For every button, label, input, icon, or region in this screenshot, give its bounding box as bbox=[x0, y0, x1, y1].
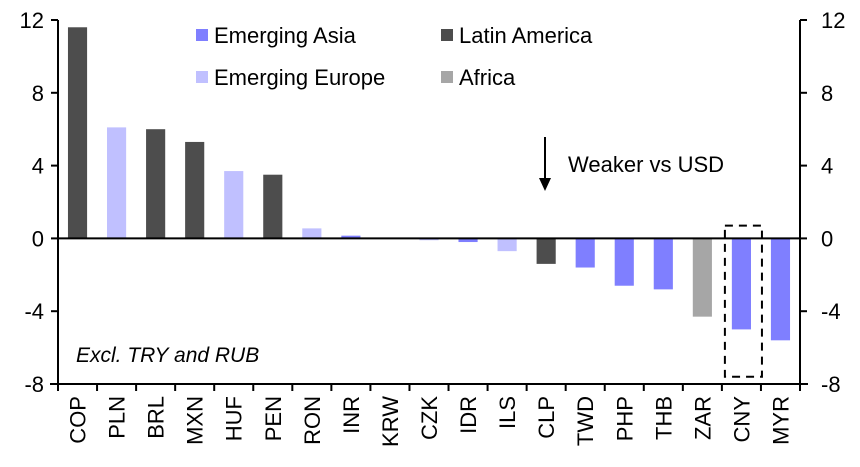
x-ticks: COP PLN BRL MXN HUF PEN RON INR KRW CZK IDR ILS CLP T… bbox=[57, 384, 801, 447]
weaker-vs-usd-annotation: Weaker vs USD bbox=[568, 152, 724, 177]
category-label-idr: IDR bbox=[456, 396, 481, 434]
bar-twd bbox=[575, 238, 595, 268]
bar-zar bbox=[692, 238, 712, 317]
legend-label: Emerging Asia bbox=[214, 23, 357, 48]
bar-myr bbox=[770, 238, 791, 341]
bars-group bbox=[67, 27, 791, 341]
legend-swatch-icon bbox=[196, 71, 208, 83]
category-label-pln: PLN bbox=[105, 396, 130, 439]
category-label-php: PHP bbox=[612, 396, 637, 441]
category-label-pen: PEN bbox=[261, 396, 286, 441]
legend-label: Emerging Europe bbox=[214, 65, 385, 90]
bar-pln bbox=[107, 127, 127, 239]
cny-highlight-box bbox=[723, 224, 763, 378]
y-ticks: 12 8 4 0 -4 -8 12 8 4 0 -4 -8 bbox=[20, 8, 846, 397]
bar-php bbox=[614, 238, 634, 286]
category-label-ron: RON bbox=[300, 396, 325, 445]
category-label-myr: MYR bbox=[768, 396, 793, 445]
legend-swatch-icon bbox=[196, 29, 208, 41]
category-label-mxn: MXN bbox=[183, 396, 208, 445]
category-label-zar: ZAR bbox=[690, 396, 715, 440]
left-ytick-label: 8 bbox=[32, 81, 44, 106]
bar-cny bbox=[731, 238, 751, 330]
legend-label: Latin America bbox=[459, 23, 593, 48]
right-ytick-label: -8 bbox=[821, 372, 841, 397]
category-label-czk: CZK bbox=[417, 396, 442, 440]
category-label-ils: ILS bbox=[495, 396, 520, 429]
category-label-cny: CNY bbox=[729, 396, 754, 443]
category-label-inr: INR bbox=[339, 396, 364, 434]
left-ytick-label: 4 bbox=[32, 154, 44, 179]
right-ytick-label: 0 bbox=[821, 226, 833, 251]
bar-brl bbox=[146, 129, 166, 239]
category-label-cop: COP bbox=[66, 396, 91, 444]
category-label-krw: KRW bbox=[378, 396, 403, 447]
exclusion-note: Excl. TRY and RUB bbox=[76, 344, 259, 367]
right-ytick-label: 12 bbox=[821, 8, 845, 33]
category-label-thb: THB bbox=[651, 396, 676, 440]
category-label-huf: HUF bbox=[222, 396, 247, 441]
bar-idr bbox=[458, 238, 478, 243]
right-ytick-label: 4 bbox=[821, 154, 833, 179]
bar-ils bbox=[497, 238, 517, 252]
legend-swatch-icon bbox=[441, 71, 453, 83]
category-label-twd: TWD bbox=[573, 396, 598, 446]
bar-ron bbox=[302, 228, 322, 239]
left-ytick-label: -4 bbox=[24, 299, 44, 324]
bar-thb bbox=[653, 238, 673, 290]
weaker-arrow bbox=[539, 137, 551, 191]
bar-cop bbox=[67, 27, 88, 239]
bar-pen bbox=[263, 174, 283, 239]
legend-label: Africa bbox=[459, 65, 516, 90]
bar-clp bbox=[536, 238, 556, 264]
bar-inr bbox=[341, 235, 361, 239]
left-ytick-label: 12 bbox=[20, 8, 44, 33]
arrow-head-icon bbox=[539, 178, 551, 191]
bar-mxn bbox=[185, 141, 205, 239]
legend-swatch-icon bbox=[441, 29, 453, 41]
category-label-clp: CLP bbox=[534, 396, 559, 439]
right-ytick-label: 8 bbox=[821, 81, 833, 106]
legend: Emerging Asia Latin America Emerging Europ… bbox=[196, 23, 593, 90]
left-ytick-label: -8 bbox=[24, 372, 44, 397]
category-label-brl: BRL bbox=[144, 396, 169, 439]
left-ytick-label: 0 bbox=[32, 226, 44, 251]
right-ytick-label: -4 bbox=[821, 299, 841, 324]
bar-huf bbox=[224, 171, 244, 239]
